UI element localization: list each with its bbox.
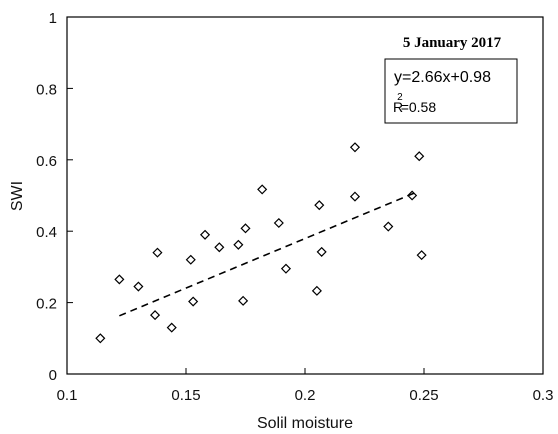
data-point-marker	[187, 256, 195, 264]
x-tick-label: 0.2	[295, 387, 316, 404]
data-point-marker	[282, 264, 290, 272]
data-point-marker	[317, 248, 325, 256]
trend-line	[119, 193, 414, 316]
data-point-marker	[275, 219, 283, 227]
data-point-marker	[417, 251, 425, 259]
x-tick-label: 0.3	[533, 387, 554, 404]
data-point-marker	[239, 297, 247, 305]
y-tick-label: 0.2	[36, 296, 57, 313]
r-squared-value: =0.58	[401, 99, 437, 115]
x-tick-label: 0.25	[409, 387, 438, 404]
x-tick-label: 0.15	[171, 387, 200, 404]
data-point-marker	[241, 224, 249, 232]
chart-title: 5 January 2017	[403, 35, 502, 51]
y-tick-label: 0	[49, 367, 57, 384]
data-point-marker	[234, 241, 242, 249]
data-point-marker	[189, 297, 197, 305]
x-tick-label: 0.1	[57, 387, 78, 404]
data-point-marker	[96, 334, 104, 342]
data-point-marker	[215, 243, 223, 251]
data-points	[96, 143, 426, 342]
y-tick-label: 0.8	[36, 81, 57, 98]
y-tick-label: 0.6	[36, 153, 57, 170]
data-point-marker	[415, 152, 423, 160]
y-axis-label: SWI	[9, 181, 26, 211]
y-tick-label: 1	[49, 10, 57, 27]
data-point-marker	[134, 282, 142, 290]
data-point-marker	[384, 222, 392, 230]
data-point-marker	[315, 201, 323, 209]
data-point-marker	[115, 275, 123, 283]
data-point-marker	[258, 185, 266, 193]
data-point-marker	[151, 311, 159, 319]
x-axis-label: Solil moisture	[257, 415, 353, 432]
data-point-marker	[313, 287, 321, 295]
data-point-marker	[351, 143, 359, 151]
y-tick-label: 0.4	[36, 224, 57, 241]
equation-text: y=2.66x+0.98	[394, 69, 491, 86]
data-point-marker	[153, 248, 161, 256]
data-point-marker	[201, 231, 209, 239]
data-point-marker	[351, 192, 359, 200]
data-point-marker	[168, 323, 176, 331]
